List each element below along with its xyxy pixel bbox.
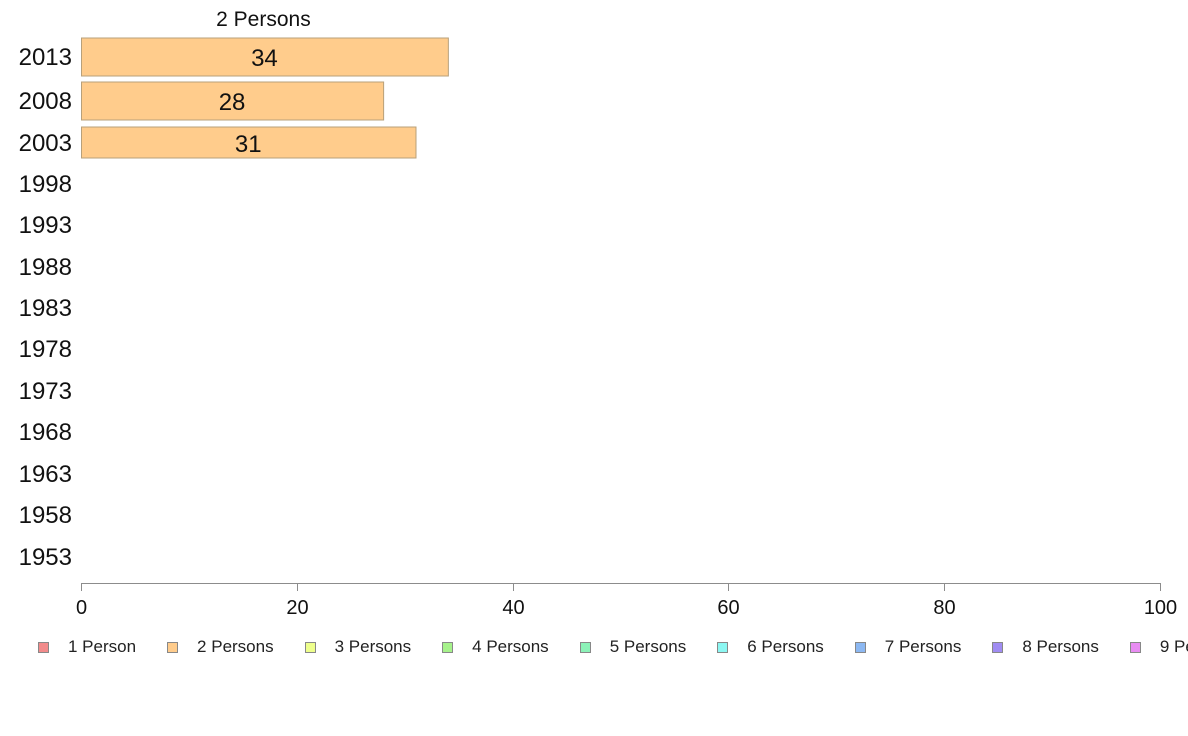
legend-item[interactable]: 6 Persons [717, 637, 824, 657]
legend-label: 8 Persons [1022, 637, 1099, 656]
category-label: 2008 [19, 88, 72, 115]
category-label: 1973 [19, 378, 72, 405]
x-tick-label: 40 [502, 597, 524, 619]
legend-swatch [38, 641, 49, 653]
category-label: 1983 [19, 295, 72, 322]
data-label-2013: 34 [251, 45, 278, 72]
category-label: 1978 [19, 336, 72, 363]
legend: 1 Person 2 Persons 3 Persons 4 Persons 5 Per… [38, 636, 1188, 658]
bar-2003 [81, 126, 417, 159]
legend-label: 9 Persons [1159, 637, 1188, 656]
legend-label: 1 Person [68, 637, 137, 656]
legend-item[interactable]: 1 Person [38, 637, 136, 657]
legend-item[interactable]: 4 Persons [442, 637, 549, 657]
category-label: 2003 [19, 130, 72, 157]
legend-label: 5 Persons [609, 637, 687, 656]
category-label: 1963 [19, 461, 72, 488]
legend-swatch [442, 641, 454, 653]
legend-item[interactable]: 8 Persons [992, 637, 1099, 657]
category-label: 1998 [19, 171, 72, 198]
legend-swatch [854, 641, 866, 653]
category-label: 1993 [19, 212, 72, 239]
legend-swatch [579, 641, 591, 653]
legend-swatch [992, 641, 1004, 653]
legend-item[interactable]: 5 Persons [579, 637, 687, 657]
legend-label: 4 Persons [472, 637, 549, 656]
category-label: 1958 [19, 502, 72, 529]
legend-label: 6 Persons [747, 637, 824, 656]
category-label: 1968 [19, 419, 72, 446]
legend-item[interactable]: 9 Persons [1129, 637, 1188, 657]
chart-title: 2 Persons [216, 8, 311, 31]
x-tick-label: 0 [76, 597, 87, 619]
x-tick-label: 100 [1144, 597, 1177, 619]
legend-swatch [304, 641, 316, 653]
category-label: 1953 [19, 544, 72, 571]
x-tick-label: 80 [933, 597, 955, 619]
legend-item[interactable]: 7 Persons [854, 637, 962, 657]
category-label: 2013 [19, 44, 72, 71]
data-label-2008: 28 [219, 89, 246, 116]
bar-2008 [81, 81, 385, 121]
legend-swatch [1129, 641, 1141, 653]
legend-label: 3 Persons [334, 637, 412, 656]
bar-2013 [81, 37, 449, 77]
legend-item[interactable]: 3 Persons [304, 637, 412, 657]
legend-item[interactable]: 2 Persons [167, 637, 274, 657]
legend-label: 7 Persons [884, 637, 962, 656]
legend-swatch [167, 641, 179, 653]
legend-swatch [717, 641, 729, 653]
x-tick-label: 60 [717, 597, 739, 619]
data-label-2003: 31 [235, 131, 262, 158]
x-tick-label: 20 [286, 597, 308, 619]
legend-label: 2 Persons [197, 637, 274, 656]
category-label: 1988 [19, 254, 72, 281]
